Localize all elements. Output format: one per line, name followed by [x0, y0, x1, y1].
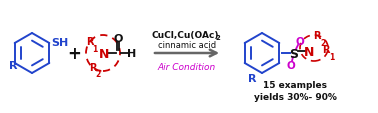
Text: R: R — [9, 60, 18, 70]
Text: 2: 2 — [96, 69, 101, 78]
Text: O: O — [287, 60, 295, 70]
Text: +: + — [67, 45, 81, 62]
Text: 1: 1 — [93, 44, 98, 53]
Text: yields 30%- 90%: yields 30%- 90% — [254, 92, 336, 101]
Text: O: O — [113, 34, 123, 44]
Text: N: N — [99, 47, 109, 60]
Text: R: R — [313, 31, 321, 41]
Text: 1: 1 — [330, 53, 335, 61]
Text: H: H — [127, 49, 136, 59]
Text: R: R — [86, 37, 94, 47]
Text: S: S — [290, 47, 299, 60]
Text: N: N — [304, 45, 314, 58]
Text: 2: 2 — [215, 34, 220, 40]
Text: R: R — [89, 62, 97, 72]
Text: cinnamic acid: cinnamic acid — [158, 40, 216, 49]
Text: Air Condition: Air Condition — [158, 63, 216, 72]
Text: CuCl,Cu(OAc): CuCl,Cu(OAc) — [151, 30, 219, 39]
Text: R: R — [322, 45, 330, 54]
Text: R: R — [248, 74, 256, 84]
Text: 15 examples: 15 examples — [263, 81, 327, 90]
Text: SH: SH — [51, 38, 68, 48]
Text: O: O — [296, 37, 304, 47]
Text: 2: 2 — [321, 39, 326, 48]
